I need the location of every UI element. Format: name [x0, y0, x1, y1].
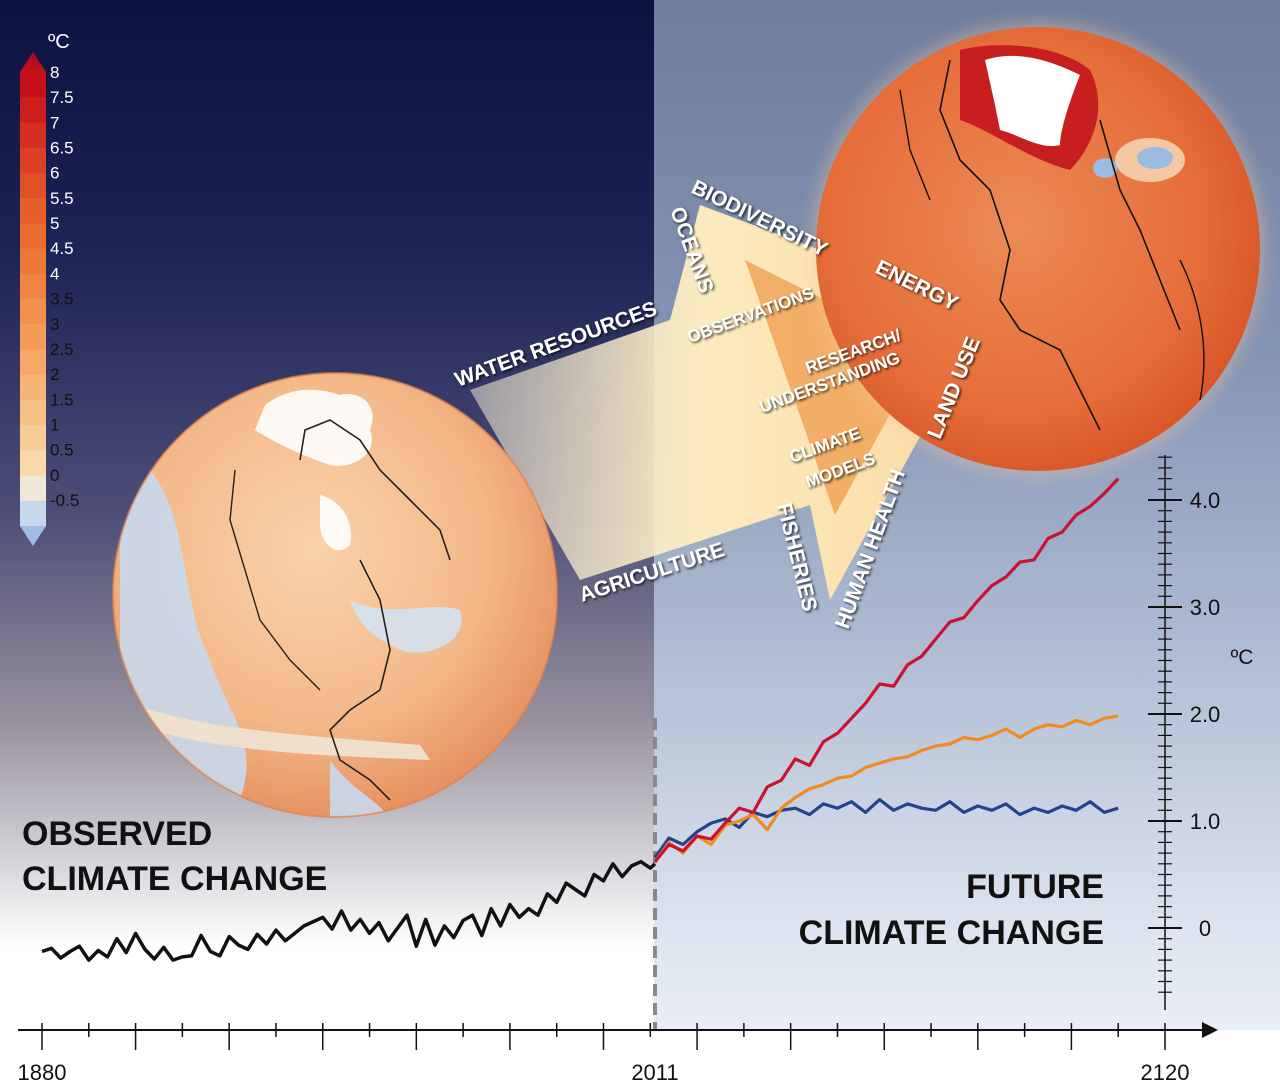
colorbar-cell: [20, 147, 46, 174]
colorbar-cell: [20, 97, 46, 123]
colorbar-label: 6.5: [50, 139, 74, 158]
colorbar-bottom-cap: [20, 526, 46, 546]
future-heading-line1: FUTURE: [966, 868, 1104, 906]
future-globe: [810, 21, 1266, 477]
colorbar-cells: [20, 72, 46, 527]
colorbar-cell: [20, 399, 46, 426]
colorbar-label: 5: [50, 214, 59, 233]
x-tick-label: 2011: [631, 1060, 678, 1085]
colorbar-cell: [20, 122, 46, 149]
colorbar: ºC 8 7.5 7 6.5 6 5.5 5 4.5 4 3.5 3 2.5 2 1.5 1 0.5 0 -0.5: [20, 31, 79, 546]
y-tick-label: 0: [1199, 916, 1211, 941]
colorbar-cell: [20, 72, 46, 98]
y-tick-label: 1.0: [1190, 809, 1221, 834]
colorbar-cell: [20, 299, 46, 325]
colorbar-label: 4: [50, 264, 59, 283]
colorbar-cell: [20, 500, 46, 527]
colorbar-label: 0.5: [50, 441, 74, 460]
colorbar-top-cap: [20, 52, 46, 72]
y-tick-label: 4.0: [1190, 488, 1221, 513]
headings: OBSERVED CLIMATE CHANGE FUTURE CLIMATE C…: [22, 815, 1104, 952]
colorbar-cell: [20, 273, 46, 300]
series-layer: [41, 477, 1120, 962]
x-axis: 1880 2011 2120: [18, 1022, 1218, 1085]
y-tick-label: 2.0: [1190, 702, 1221, 727]
colorbar-label: 8: [50, 63, 59, 82]
observed-heading-line1: OBSERVED: [22, 815, 212, 853]
colorbar-label: 3: [50, 315, 59, 334]
x-tick-label: 2120: [1141, 1060, 1190, 1085]
colorbar-label: -0.5: [50, 491, 79, 510]
y-axis: 0 1.0 2.0 3.0 4.0 ºC: [1148, 455, 1253, 1010]
colorbar-cell: [20, 349, 46, 376]
colorbar-label: 0: [50, 466, 59, 485]
colorbar-cell: [20, 248, 46, 275]
colorbar-labels: 8 7.5 7 6.5 6 5.5 5 4.5 4 3.5 3 2.5 2 1.5 1 0.5 0 -0.5: [50, 63, 79, 510]
x-axis-arrowhead: [1202, 1022, 1218, 1038]
colorbar-cell: [20, 425, 46, 451]
colorbar-cell: [20, 223, 46, 250]
y-tick-label: 3.0: [1190, 595, 1221, 620]
colorbar-label: 2: [50, 365, 59, 384]
colorbar-label: 2.5: [50, 340, 74, 359]
colorbar-cell: [20, 324, 46, 350]
series-observed-line: [41, 859, 657, 962]
series-medium-line: [653, 714, 1119, 863]
series-high-line: [653, 477, 1120, 863]
colorbar-label: 1: [50, 415, 59, 434]
observed-heading-line2: CLIMATE CHANGE: [22, 860, 327, 898]
colorbar-cell: [20, 450, 46, 477]
colorbar-cell: [20, 198, 46, 224]
colorbar-label: 5.5: [50, 189, 74, 208]
bottom-strip: [0, 1030, 1280, 1089]
x-tick-label: 1880: [18, 1060, 67, 1085]
colorbar-label: 1.5: [50, 390, 74, 409]
colorbar-cell: [20, 374, 46, 401]
colorbar-label: 7: [50, 113, 59, 132]
y-axis-label: ºC: [1231, 646, 1254, 669]
colorbar-unit: ºC: [48, 31, 70, 53]
colorbar-label: 7.5: [50, 88, 74, 107]
arrow-inner-triangle: [745, 260, 925, 515]
observed-globe: [112, 372, 558, 818]
future-heading-line2: CLIMATE CHANGE: [799, 914, 1104, 952]
colorbar-label: 6: [50, 164, 59, 183]
colorbar-label: 4.5: [50, 239, 74, 258]
colorbar-label: 3.5: [50, 290, 74, 309]
colorbar-cell: [20, 475, 46, 502]
colorbar-cell: [20, 172, 46, 199]
